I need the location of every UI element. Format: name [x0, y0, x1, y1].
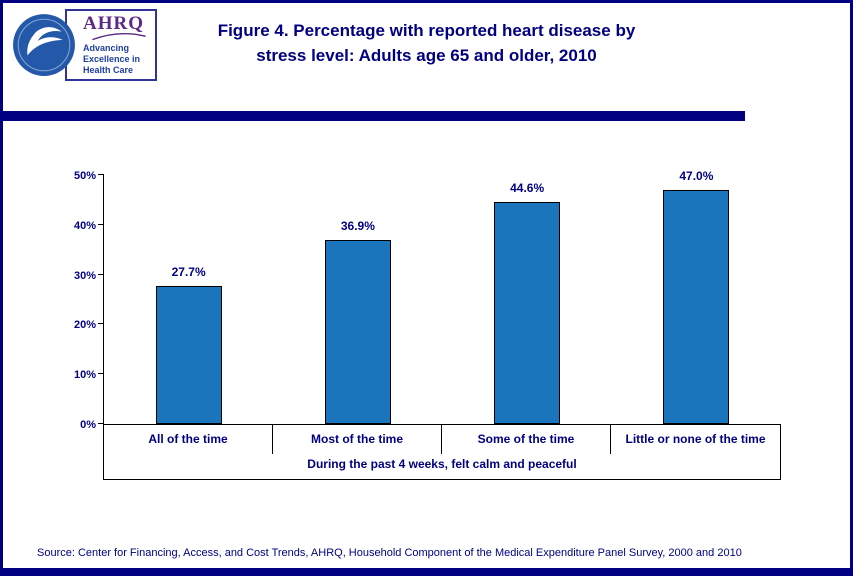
y-tick-mark [98, 174, 104, 175]
ahrq-logo-box: AHRQ Advancing Excellence in Health Care [65, 9, 157, 82]
x-axis-title: During the past 4 weeks, felt calm and p… [307, 457, 577, 471]
hhs-seal-icon [11, 12, 77, 78]
y-tick-label: 40% [73, 219, 96, 232]
y-tick-mark [98, 273, 104, 275]
ahrq-swoosh-icon [92, 33, 146, 41]
y-tick-mark [98, 223, 104, 225]
category-label: Some of the time [442, 425, 611, 454]
figure-title: Figure 4. Percentage with reported heart… [3, 19, 850, 68]
bar-value-label: 36.9% [340, 219, 375, 233]
header-divider-bar [3, 111, 745, 121]
ahrq-wordmark: AHRQ [83, 13, 144, 34]
figure-title-line1: Figure 4. Percentage with reported heart… [217, 21, 636, 40]
y-tick-label: 20% [73, 319, 96, 332]
plot-area: 27.7% 36.9% 44.6% 47.0% 0% 10% 20% 30% 40% 50% [74, 169, 781, 431]
y-tick-mark [98, 373, 104, 375]
ahrq-tagline-line3: Health Care [83, 64, 134, 75]
bar-4 [663, 190, 730, 424]
x-axis-area: All of the time Most of the time Some of t… [103, 425, 781, 480]
ahrq-tagline-line1: Advancing [83, 43, 130, 53]
bar-2 [324, 240, 391, 424]
y-tick-label: 10% [73, 369, 96, 382]
y-tick-mark [98, 323, 104, 325]
bar-value-label: 47.0% [679, 169, 714, 183]
y-tick-label: 0% [80, 419, 96, 431]
bar-value-label: 44.6% [510, 181, 545, 195]
category-label: Little or none of the time [625, 432, 766, 446]
y-tick-label: 50% [73, 170, 96, 182]
figure-title-line2: stress level: Adults age 65 and older, 2… [256, 45, 597, 65]
y-tick-mark [98, 423, 104, 424]
category-label: All of the time [104, 425, 273, 454]
category-row: All of the time Most of the time Some of t… [104, 425, 780, 454]
category-label: Most of the time [273, 425, 442, 454]
source-note: Source: Center for Financing, Access, an… [37, 547, 742, 559]
ahrq-tagline-line2: Excellence in [83, 53, 141, 64]
ahrq-logo: AHRQ Advancing Excellence in Health Care [11, 9, 157, 82]
bar-value-label: 27.7% [171, 265, 206, 279]
bar-1 [155, 286, 222, 424]
y-tick-label: 30% [73, 269, 96, 282]
bar-chart: 27.7% 36.9% 44.6% 47.0% 0% 10% 20% 30% 40% 50% Al… [74, 169, 781, 480]
bar-3 [494, 202, 561, 424]
